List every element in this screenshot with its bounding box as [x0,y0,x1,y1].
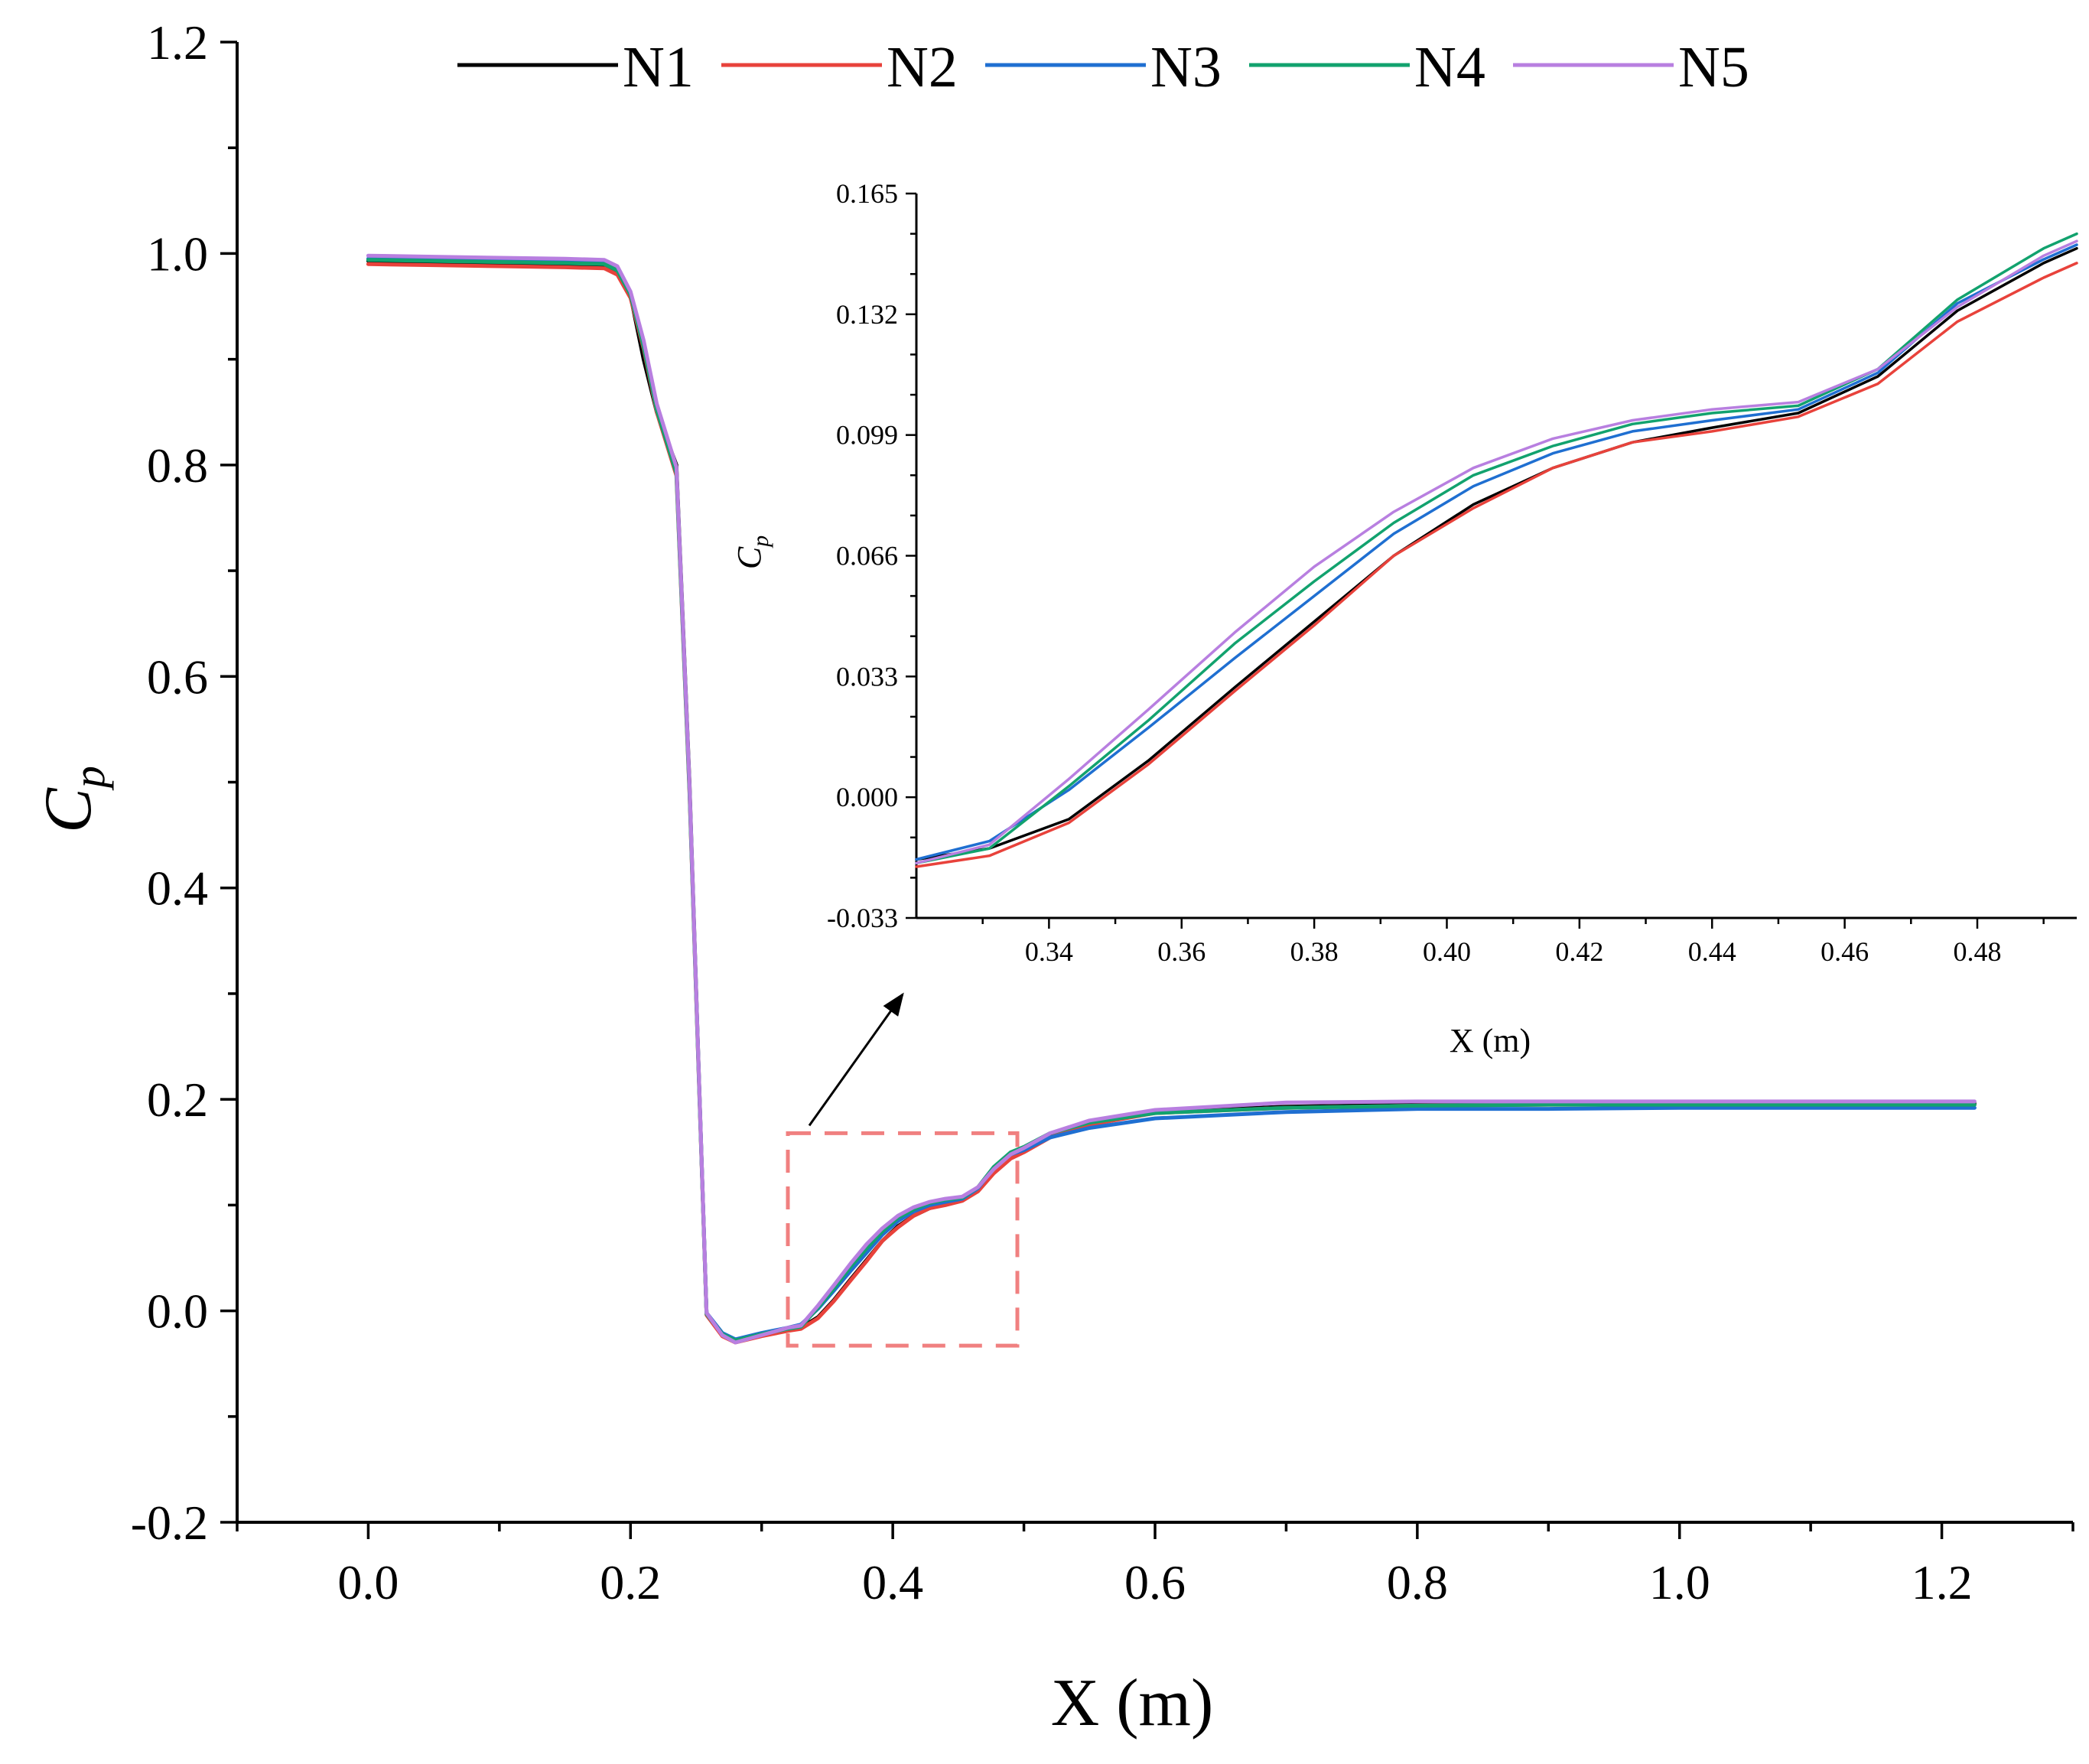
inset-y-tick-label: 0.165 [836,178,898,209]
inset-series-line-n1 [915,246,2078,861]
main-x-tick-label: 0.0 [337,1555,399,1609]
inset-x-tick-label: 0.44 [1688,936,1736,967]
inset-x-tick-label: 0.46 [1821,936,1869,967]
main-plot: -0.2 0.0 0.2 0.4 0.6 0.8 1.0 1.2 0.0 0.2 0.4 0.6 0.8… [31,15,2074,1740]
inset-y-tick-label: 0.099 [836,420,898,451]
inset-series-line-n2 [915,262,2078,868]
main-x-tick-label: 1.2 [1912,1555,1973,1609]
inset-x-tick-label: 0.34 [1025,936,1073,967]
inset-x-tick-label: 0.40 [1423,936,1471,967]
main-x-tick-label: 0.4 [862,1555,923,1609]
inset-axes: -0.033 0.000 0.033 0.066 0.099 0.132 0.165 0.34… [730,178,2077,1059]
zoom-arrow [808,992,904,1127]
main-y-tick-label: 0.0 [147,1284,208,1339]
main-y-axis-title-main: C [31,787,106,833]
inset-y-tick-label: 0.132 [836,299,898,330]
main-x-tick-label: 1.0 [1649,1555,1710,1609]
main-x-tick-label: 0.2 [600,1555,661,1609]
main-y-tick-label: -0.2 [131,1495,208,1550]
main-y-axis-title: Cp [31,766,114,833]
legend: N1 N2 N3 N4 N5 [457,35,1749,99]
inset-y-tick-label: 0.033 [836,661,898,692]
inset-x-tick-label: 0.36 [1157,936,1206,967]
main-series-group [366,253,1977,1345]
main-x-tick-label: 0.6 [1124,1555,1186,1609]
main-axes: -0.2 0.0 0.2 0.4 0.6 0.8 1.0 1.2 0.0 0.2 0.4 0.6 0.8… [31,15,2074,1740]
inset-y-tick-label: -0.033 [827,903,898,933]
legend-label-n1: N1 [623,35,694,99]
inset-series-group [915,232,2078,868]
main-x-tick-label: 0.8 [1387,1555,1448,1609]
main-series-line-n2 [366,262,1977,1345]
main-series-line-n5 [366,253,1977,1345]
inset-y-axis-title: Cp [730,535,773,569]
inset-x-tick-label: 0.38 [1290,936,1339,967]
inset-series-line-n5 [915,239,2078,865]
inset-y-tick-label: 0.000 [836,782,898,812]
zoom-region-group [786,992,1020,1348]
inset-x-axis-title: X (m) [1450,1022,1531,1059]
zoom-region-box [786,1131,1020,1348]
inset-y-tick-label: 0.066 [836,541,898,571]
inset-series-line-n4 [915,232,2078,865]
main-y-tick-label: 0.4 [147,861,208,916]
inset-plot: -0.033 0.000 0.033 0.066 0.099 0.132 0.165 0.34… [730,178,2078,1059]
main-y-tick-label: 0.6 [147,649,208,704]
inset-x-tick-label: 0.42 [1555,936,1603,967]
legend-label-n3: N3 [1150,35,1222,99]
inset-y-axis-title-sub: p [748,535,773,548]
main-y-tick-label: 0.2 [147,1072,208,1127]
main-y-tick-label: 1.2 [147,15,208,70]
main-y-tick-label: 1.0 [147,226,208,281]
main-series-line-n4 [366,258,1977,1343]
main-y-tick-label: 0.8 [147,438,208,493]
legend-label-n4: N4 [1414,35,1485,99]
inset-y-axis-title-main: C [730,546,768,569]
main-series-line-n3 [366,256,1977,1342]
main-x-axis-title: X (m) [1051,1666,1214,1740]
legend-label-n5: N5 [1678,35,1749,99]
inset-x-tick-label: 0.48 [1953,936,2001,967]
main-y-axis-title-sub: p [64,766,114,791]
legend-label-n2: N2 [887,35,958,99]
